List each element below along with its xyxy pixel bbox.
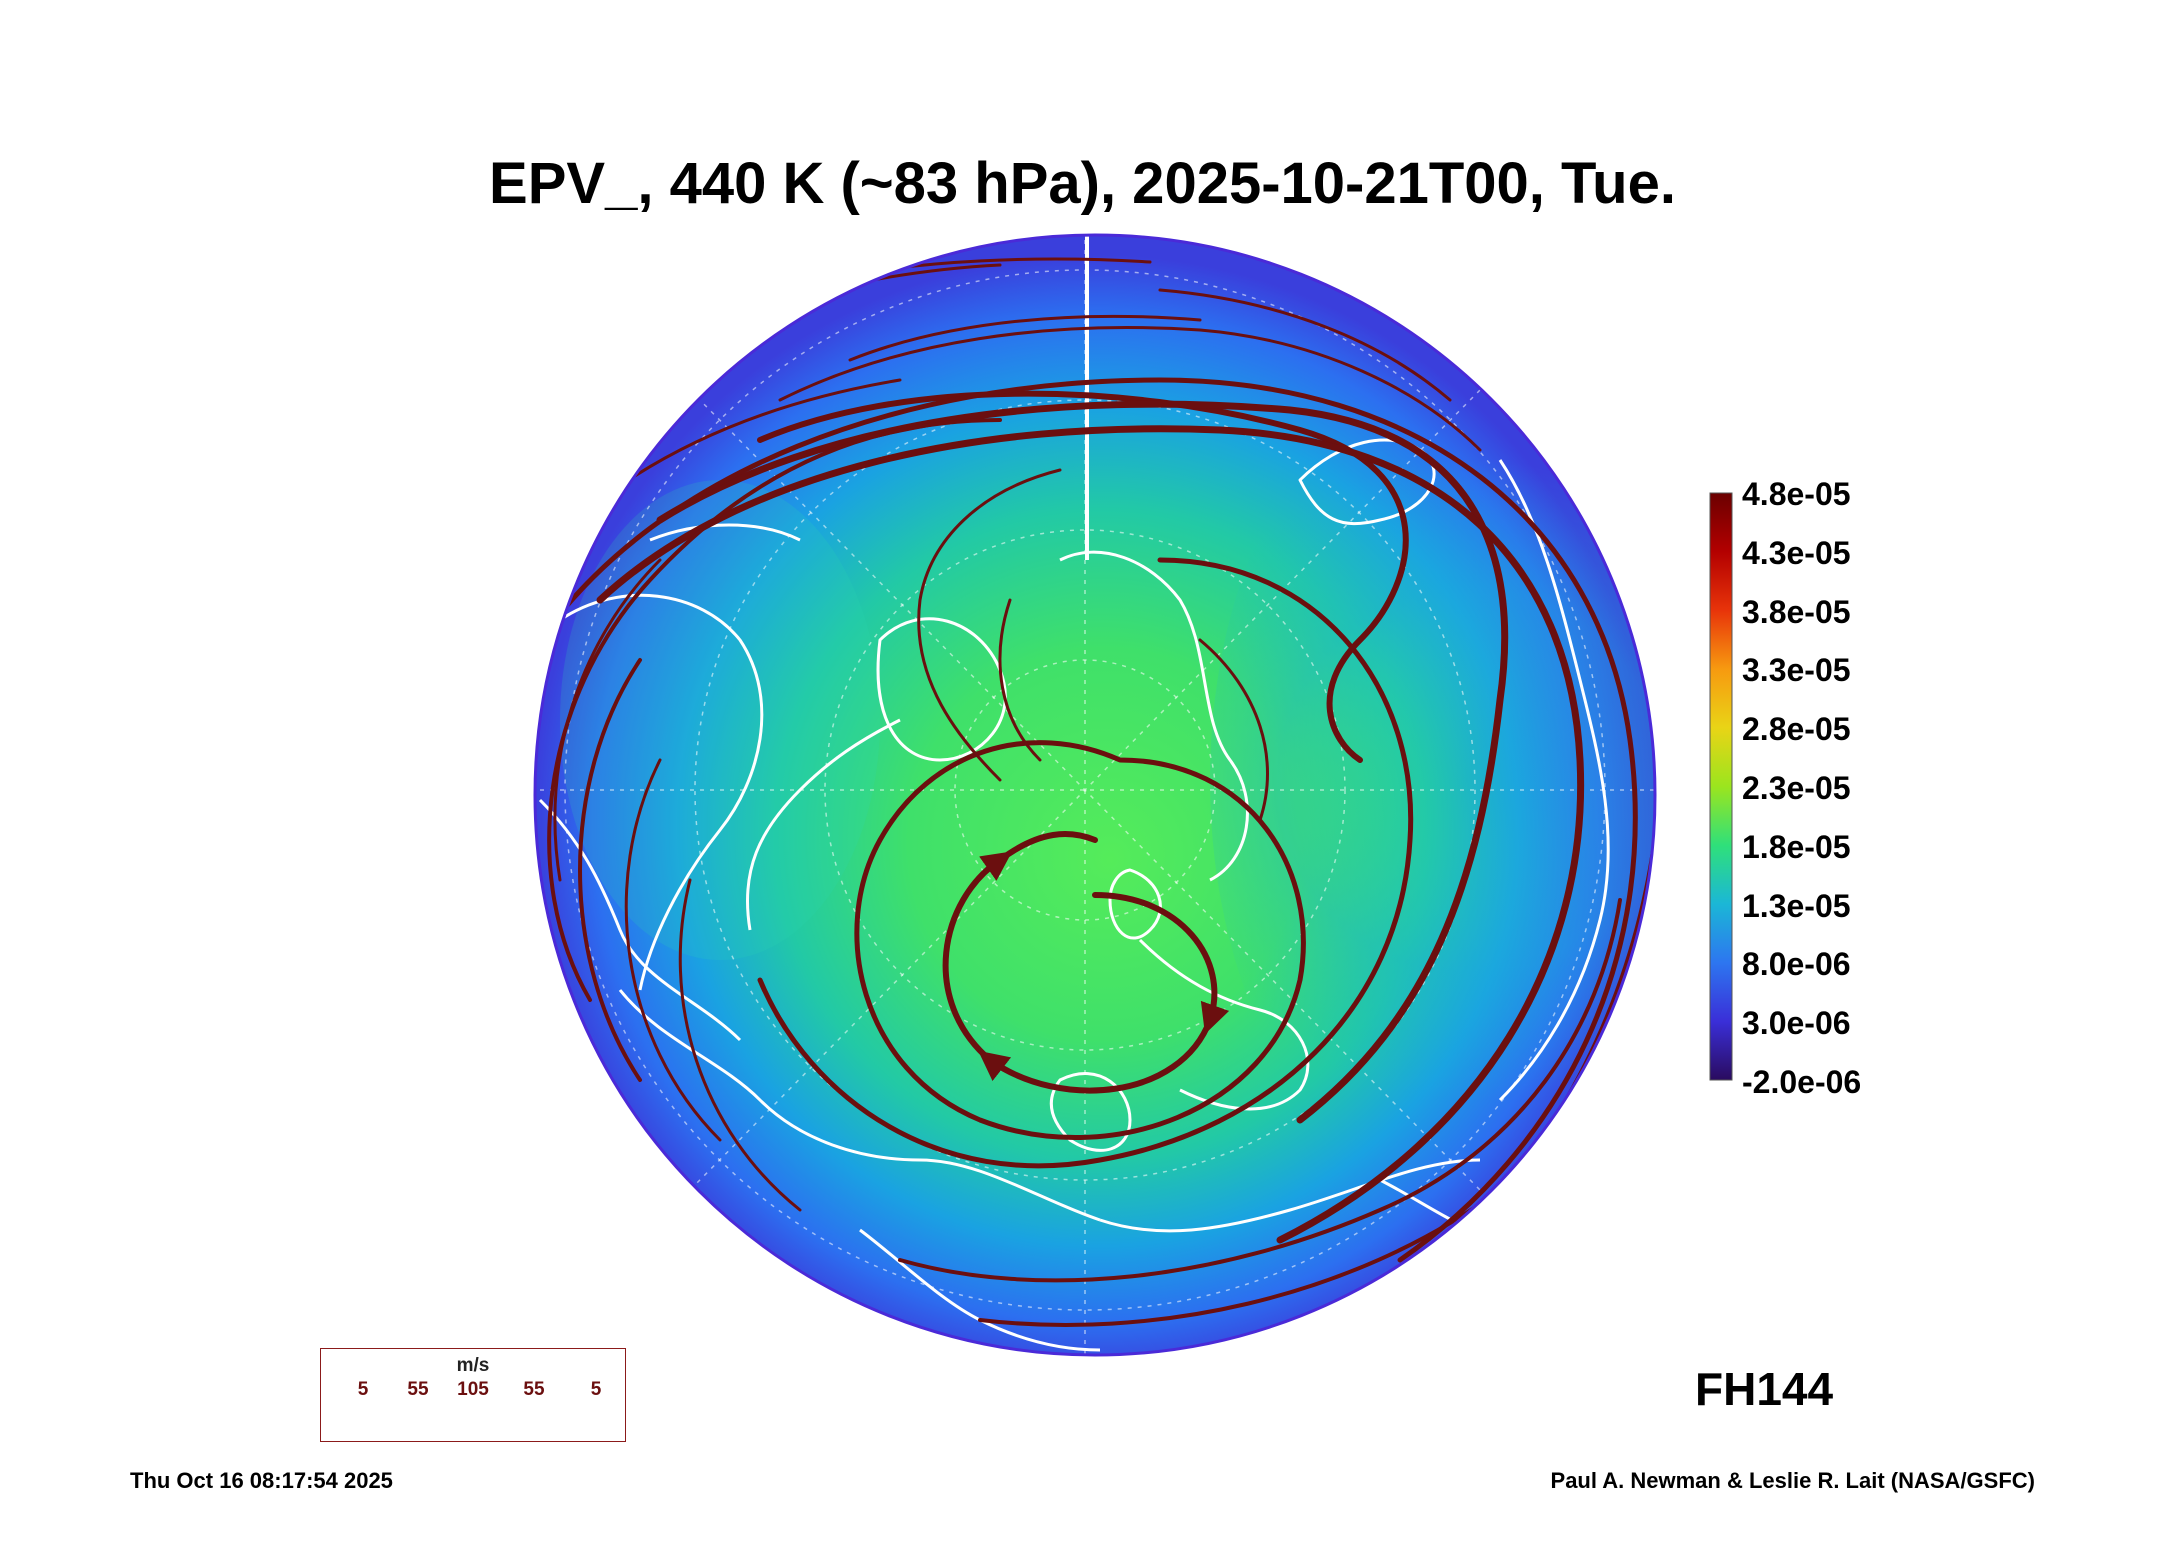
colorbar-label: 1.8e-05: [1742, 829, 1851, 865]
colorbar-label: 4.8e-05: [1742, 476, 1851, 512]
colorbar-label: 2.3e-05: [1742, 770, 1851, 806]
colorbar-label: 3.3e-05: [1742, 652, 1851, 688]
wind-legend-value: 55: [407, 1379, 429, 1400]
colorbar-label: -2.0e-06: [1742, 1064, 1862, 1100]
colorbar-label: 2.8e-05: [1742, 711, 1851, 747]
colorbar-label: 1.3e-05: [1742, 888, 1851, 924]
wind-legend-value: 5: [357, 1379, 369, 1400]
wind-legend-value: 105: [457, 1379, 489, 1400]
wind-streamlines: [537, 257, 1655, 1327]
map-title: EPV_, 440 K (~83 hPa), 2025-10-21T00, Tu…: [489, 151, 1676, 216]
credit-line: Paul A. Newman & Leslie R. Lait (NASA/GS…: [1550, 1468, 2035, 1493]
colorbar-label: 4.3e-05: [1742, 535, 1851, 571]
forecast-hour-label: FH144: [1695, 1363, 1834, 1415]
colorbar-label: 8.0e-06: [1742, 946, 1851, 982]
wind-legend: m/s 5 55 105 55 5: [320, 1348, 626, 1442]
colorbar-label: 3.0e-06: [1742, 1005, 1851, 1041]
generation-timestamp: Thu Oct 16 08:17:54 2025: [130, 1468, 393, 1493]
colorbar: [1709, 492, 1733, 1081]
wind-legend-units: m/s: [456, 1355, 490, 1376]
colorbar-label: 3.8e-05: [1742, 594, 1851, 630]
wind-legend-value: 55: [523, 1379, 545, 1400]
wind-legend-value: 5: [590, 1379, 602, 1400]
